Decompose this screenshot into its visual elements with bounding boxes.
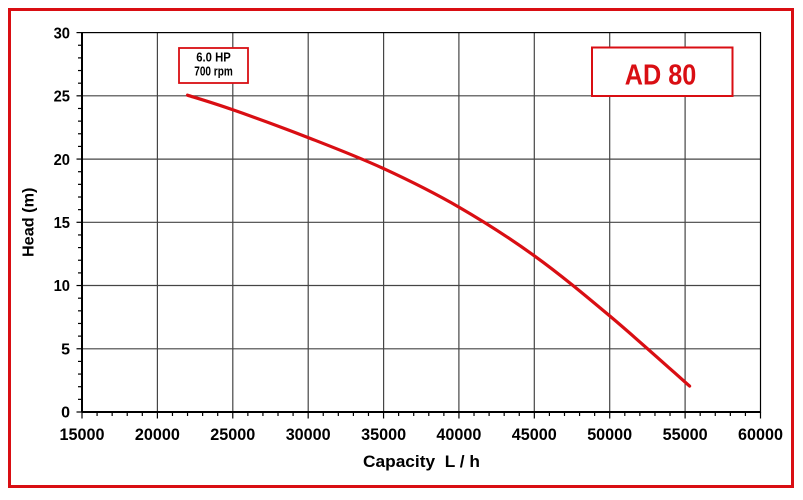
svg-text:Capacity L / h: Capacity L / h — [363, 452, 480, 471]
svg-text:15000: 15000 — [60, 425, 105, 444]
svg-text:25: 25 — [54, 89, 70, 106]
svg-text:25000: 25000 — [210, 425, 255, 444]
svg-text:35000: 35000 — [361, 425, 406, 444]
svg-text:45000: 45000 — [512, 425, 557, 444]
svg-text:AD 80: AD 80 — [625, 60, 697, 92]
svg-text:30000: 30000 — [286, 425, 331, 444]
svg-text:40000: 40000 — [436, 425, 481, 444]
svg-text:50000: 50000 — [587, 425, 632, 444]
svg-text:6.0 HP: 6.0 HP — [196, 50, 231, 64]
svg-text:30: 30 — [54, 25, 70, 42]
svg-text:55000: 55000 — [663, 425, 708, 444]
svg-text:0: 0 — [61, 405, 70, 422]
svg-text:10: 10 — [54, 278, 70, 295]
svg-text:60000: 60000 — [738, 425, 783, 444]
svg-text:700 rpm: 700 rpm — [194, 65, 233, 79]
svg-text:15: 15 — [54, 215, 70, 232]
svg-text:20: 20 — [54, 152, 70, 169]
svg-text:5: 5 — [61, 342, 70, 359]
svg-text:20000: 20000 — [135, 425, 180, 444]
svg-text:Head (m): Head (m) — [21, 188, 38, 257]
